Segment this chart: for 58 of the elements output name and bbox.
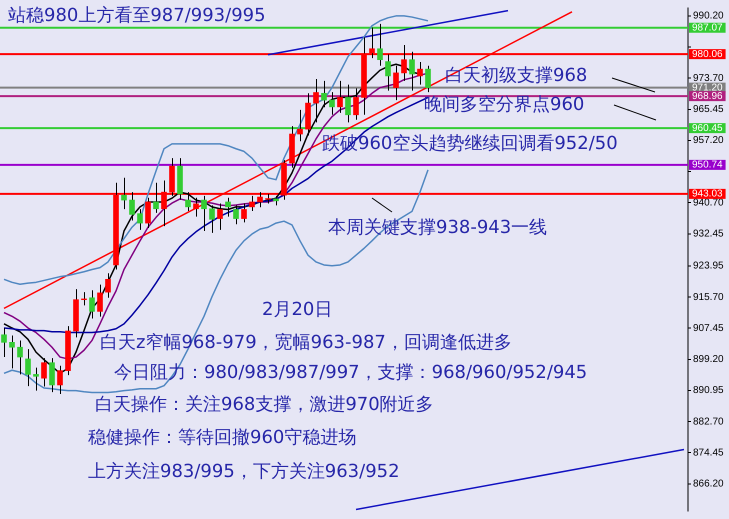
ref-line-label: 971.20 xyxy=(692,82,724,94)
candlestick xyxy=(193,197,199,218)
y-tick-label: 923.95 xyxy=(693,260,724,272)
ref-line-label: 968.96 xyxy=(692,90,724,102)
y-tick-label: 890.95 xyxy=(693,385,724,396)
candlestick xyxy=(217,202,223,230)
y-tick-label: 932.45 xyxy=(693,228,724,240)
candlestick xyxy=(225,197,231,218)
y-tick-label: 882.70 xyxy=(693,416,724,428)
ref-line-label: 980.06 xyxy=(692,48,724,60)
candlestick xyxy=(337,80,343,114)
candlestick xyxy=(129,192,135,221)
candlestick xyxy=(121,177,127,210)
candlestick xyxy=(33,367,39,392)
candlestick xyxy=(153,182,159,214)
candlestick xyxy=(345,84,351,123)
y-tick-label: 965.45 xyxy=(693,104,724,116)
candlestick xyxy=(425,65,431,93)
candlestick xyxy=(233,204,239,225)
candlestick xyxy=(353,88,359,120)
candlestick xyxy=(329,92,335,116)
y-tick-label: 915.70 xyxy=(693,292,724,303)
annotation: 白天操作：关注968支撑，激进970附近多 xyxy=(95,394,434,415)
candlestick xyxy=(273,195,279,206)
candlestick xyxy=(145,197,151,228)
candlestick xyxy=(97,284,103,318)
y-tick-label: 866.20 xyxy=(693,478,724,490)
y-tick-label: 899.20 xyxy=(693,354,724,366)
y-tick-label: 940.70 xyxy=(693,197,724,208)
y-tick-label: 957.20 xyxy=(693,135,724,146)
candlestick xyxy=(25,348,31,387)
candlestick xyxy=(9,335,15,369)
annotation: 站稳980上方看至987/993/995 xyxy=(8,5,266,26)
candlestick xyxy=(17,340,23,375)
y-tick-label: 874.45 xyxy=(693,447,724,458)
candlestick xyxy=(1,327,7,358)
y-tick-label: 907.45 xyxy=(693,322,724,334)
candlestick xyxy=(105,272,111,298)
candlestick xyxy=(313,78,319,123)
ref-line-label: 987.07 xyxy=(692,22,724,34)
candlestick xyxy=(185,192,191,212)
candlestick xyxy=(321,80,327,108)
annotation: 2月20日 xyxy=(262,299,332,320)
candlestick xyxy=(241,202,247,223)
candlestick xyxy=(209,204,215,234)
ref-line-label: 960.45 xyxy=(692,122,724,134)
y-tick-label: 990.20 xyxy=(693,10,724,22)
candlestick xyxy=(81,292,87,306)
candlestick xyxy=(137,208,143,230)
y-tick-label: 973.70 xyxy=(693,72,724,84)
candlestick xyxy=(89,290,95,320)
annotation: 稳健操作：等待回撤960守稳进场 xyxy=(88,427,356,448)
ref-line-label: 950.74 xyxy=(692,160,724,171)
annotation: 晚间多空分界点960 xyxy=(424,94,584,115)
candlestick xyxy=(201,195,207,232)
candlestick xyxy=(297,109,303,142)
annotation: 上方关注983/995，下方关注963/952 xyxy=(88,461,400,482)
ref-line-label: 943.03 xyxy=(692,188,724,200)
